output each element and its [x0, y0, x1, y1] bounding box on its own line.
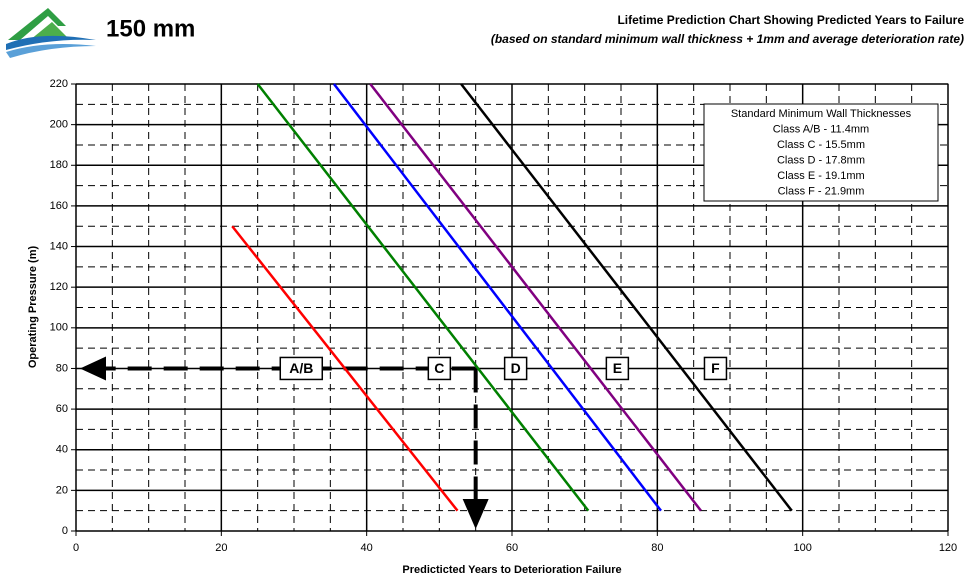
series-label-box	[427, 356, 452, 381]
series-line	[332, 83, 662, 512]
y-tick-label: 80	[56, 362, 68, 374]
arrow-head	[462, 499, 489, 529]
x-tick-label: 100	[793, 542, 811, 554]
series-label-box	[703, 356, 728, 381]
y-tick-label: 60	[56, 403, 68, 415]
y-tick-label: 220	[50, 78, 68, 90]
y-tick-label: 160	[50, 200, 68, 212]
series-line	[256, 83, 590, 512]
x-tick-label: 120	[939, 542, 957, 554]
series-label-box	[279, 356, 324, 381]
chart-subtitle: (based on standard minimum wall thicknes…	[491, 32, 964, 46]
chart-title: Lifetime Prediction Chart Showing Predic…	[617, 13, 964, 27]
y-tick-label: 0	[62, 525, 68, 537]
brand-label: 150 mm	[106, 15, 195, 42]
series-label: D	[511, 360, 521, 376]
logo	[6, 8, 96, 58]
series-line	[231, 225, 459, 512]
series-label: A/B	[289, 360, 313, 376]
x-tick-label: 0	[73, 542, 79, 554]
x-tick-label: 60	[506, 542, 518, 554]
notes-line: Class A/B - 11.4mm	[773, 123, 869, 135]
series-label-box	[605, 356, 630, 381]
series-label-box	[503, 356, 528, 381]
y-tick-label: 140	[50, 240, 68, 252]
series-label: C	[434, 360, 444, 376]
notes-line: Class F - 21.9mm	[778, 185, 865, 197]
series-line	[460, 83, 793, 512]
x-tick-label: 80	[651, 542, 663, 554]
y-tick-label: 40	[56, 444, 68, 456]
y-tick-label: 120	[50, 281, 68, 293]
y-tick-label: 20	[56, 484, 68, 496]
series-line	[369, 83, 702, 512]
notes-line: Class C - 15.5mm	[777, 139, 865, 151]
y-tick-label: 200	[50, 119, 68, 131]
x-tick-label: 40	[361, 542, 373, 554]
series-label: F	[711, 360, 720, 376]
notes-line: Class D - 17.8mm	[777, 154, 865, 166]
x-axis-label: Predicticted Years to Deterioration Fail…	[402, 564, 621, 576]
notes-line: Class E - 19.1mm	[777, 170, 864, 182]
series-label: E	[613, 360, 622, 376]
y-axis-label: Operating Pressure (m)	[27, 246, 39, 369]
y-tick-label: 100	[50, 322, 68, 334]
y-tick-label: 180	[50, 159, 68, 171]
notes-title: Standard Minimum Wall Thicknesses	[731, 108, 912, 120]
x-tick-label: 20	[215, 542, 227, 554]
notes-box	[703, 103, 939, 202]
arrow-head	[80, 356, 106, 381]
